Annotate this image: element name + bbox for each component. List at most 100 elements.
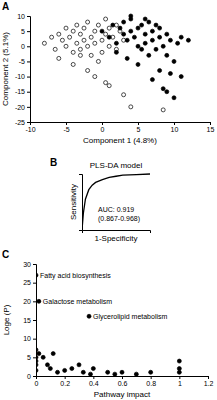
point xyxy=(143,17,147,21)
point xyxy=(78,53,82,57)
point xyxy=(37,299,41,303)
tick-label: -25 xyxy=(15,119,25,126)
chart-title: PLS-DA model xyxy=(90,161,143,170)
point xyxy=(165,53,169,57)
point xyxy=(114,50,118,54)
tick: -25 xyxy=(15,119,30,126)
tick-mark xyxy=(27,77,30,78)
point xyxy=(176,41,180,45)
point xyxy=(140,23,144,27)
point xyxy=(96,59,100,63)
point xyxy=(111,23,115,27)
tick: 15 xyxy=(207,122,215,133)
point xyxy=(75,23,79,27)
tick-label: 1.2 xyxy=(204,380,214,387)
tick-label: -5 xyxy=(63,126,69,133)
point xyxy=(129,14,133,18)
point xyxy=(56,370,60,374)
y-axis: 051015202530 xyxy=(23,261,36,380)
tick: -10 xyxy=(15,73,30,80)
point xyxy=(149,370,153,374)
point xyxy=(36,368,38,372)
marks xyxy=(36,273,181,376)
point xyxy=(36,348,38,352)
point xyxy=(136,62,140,66)
point xyxy=(100,29,104,33)
point xyxy=(165,90,169,94)
tick-label: 1 xyxy=(178,380,182,387)
panel-label: C xyxy=(2,249,9,260)
tick-label: 0.4 xyxy=(89,380,99,387)
point xyxy=(179,35,183,39)
point xyxy=(186,38,190,42)
point xyxy=(107,35,111,39)
point xyxy=(78,32,82,36)
point xyxy=(150,29,154,33)
tick-label: 20 xyxy=(23,298,31,305)
point xyxy=(42,41,46,45)
tick: 1 xyxy=(178,376,182,387)
point xyxy=(77,363,81,367)
tick-mark xyxy=(66,122,67,125)
tick-mark xyxy=(27,31,30,32)
tick-mark xyxy=(102,122,103,125)
y-axis: -25-20-15-10-50510 xyxy=(15,13,31,126)
tick: 0.8 xyxy=(146,376,156,387)
y-axis-title: Sensitivity xyxy=(69,184,78,220)
tick-label: 0 xyxy=(101,126,105,133)
point xyxy=(100,50,104,54)
tick-label: 10 xyxy=(171,126,179,133)
point xyxy=(165,32,169,36)
tick-label: 10 xyxy=(23,335,31,342)
point xyxy=(104,32,108,36)
point xyxy=(68,35,72,39)
point xyxy=(71,62,75,66)
point xyxy=(150,38,154,42)
tick: 5 xyxy=(21,28,30,35)
x-axis-title: 1-Specificity xyxy=(94,234,137,243)
axis-line xyxy=(27,17,31,123)
point xyxy=(82,38,86,42)
annotation: (0.867-0.968) xyxy=(98,215,140,223)
point xyxy=(147,53,151,57)
point xyxy=(64,26,68,30)
point xyxy=(64,44,68,48)
point xyxy=(89,35,93,39)
panel: -10-5051015-25-20-15-10-50510AComponent … xyxy=(1,1,214,145)
tick-mark xyxy=(93,376,94,379)
point xyxy=(93,29,97,33)
tick: 1.2 xyxy=(204,376,214,387)
point xyxy=(91,367,95,371)
point xyxy=(136,26,140,30)
x-axis-title: Component 1 (4.8%) xyxy=(83,136,157,145)
tick: 15 xyxy=(23,317,36,324)
point xyxy=(89,53,93,57)
tick-mark xyxy=(33,357,36,358)
tick: 25 xyxy=(23,279,36,286)
point xyxy=(41,355,45,359)
point xyxy=(53,47,57,51)
tick-label: 0 xyxy=(21,43,25,50)
point xyxy=(172,96,176,100)
point xyxy=(86,44,90,48)
point xyxy=(107,84,111,88)
tick-mark xyxy=(151,376,152,379)
axis-line xyxy=(83,231,151,234)
point xyxy=(70,367,74,371)
tick-label: 5 xyxy=(27,354,31,361)
point xyxy=(161,44,165,48)
tick-mark xyxy=(27,46,30,47)
point xyxy=(45,363,49,367)
tick: 10 xyxy=(17,13,30,20)
tick: 20 xyxy=(23,298,36,305)
point xyxy=(107,44,111,48)
tick-label: -5 xyxy=(19,58,25,65)
tick-label: 25 xyxy=(23,279,31,286)
point xyxy=(168,72,172,76)
x-axis: -10-5051015 xyxy=(25,122,214,133)
point xyxy=(36,273,38,277)
point xyxy=(37,352,41,356)
tick-label: -20 xyxy=(15,104,25,111)
point xyxy=(154,23,158,27)
point xyxy=(63,368,67,372)
